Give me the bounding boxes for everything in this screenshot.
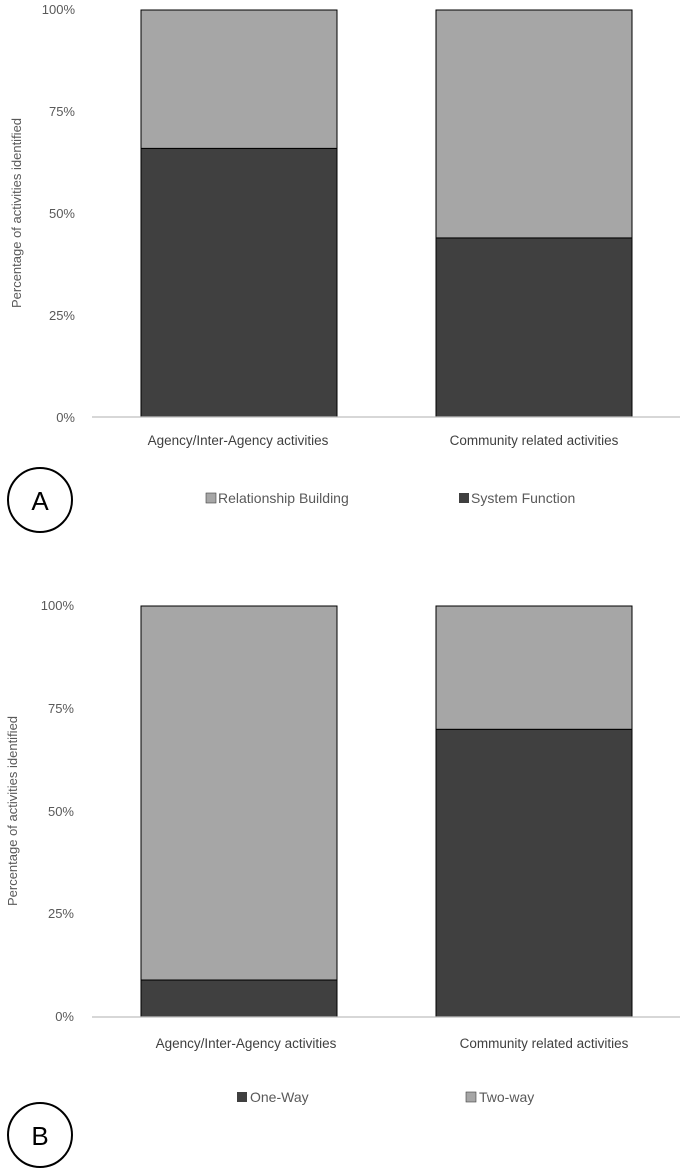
legend-swatch-system-function <box>459 493 469 503</box>
legend-label-system-function: System Function <box>471 490 575 506</box>
panel-badge-b: B <box>7 1102 73 1168</box>
x-category-a-2: Community related activities <box>450 433 619 448</box>
y-tick-b-100: 100% <box>41 598 75 613</box>
legend-swatch-two-way <box>465 1091 477 1103</box>
y-axis-label-b: Percentage of activities identified <box>5 716 20 906</box>
bar-b-one-way-2 <box>435 728 633 1018</box>
panel-label-b: B <box>31 1121 48 1151</box>
y-tick-b-25: 25% <box>48 906 74 921</box>
legend-a: Relationship Building System Function <box>205 490 575 506</box>
x-category-a-1: Agency/Inter-Agency activities <box>148 433 329 448</box>
y-tick-a-0: 0% <box>56 410 75 425</box>
chart-b: Percentage of activities identified 100%… <box>5 598 680 1168</box>
y-tick-a-25: 25% <box>49 308 75 323</box>
bar-a-relationship-building-1 <box>140 9 338 149</box>
panel-label-a: A <box>31 486 49 516</box>
bars-a <box>140 9 633 418</box>
x-category-b-1: Agency/Inter-Agency activities <box>156 1036 337 1051</box>
legend-swatch-one-way <box>237 1092 247 1102</box>
legend-label-relationship-building: Relationship Building <box>218 490 349 506</box>
bar-b-two-way-2 <box>435 605 633 730</box>
legend-label-two-way: Two-way <box>479 1089 534 1105</box>
bars-b <box>140 605 633 1018</box>
chart-a: Percentage of activities identified 100%… <box>7 2 680 533</box>
legend-swatch-relationship-building <box>205 492 217 504</box>
y-tick-a-50: 50% <box>49 206 75 221</box>
bar-a-relationship-building-2 <box>435 9 633 239</box>
legend-b: One-Way Two-way <box>237 1089 534 1105</box>
y-axis-label-a: Percentage of activities identified <box>9 118 24 308</box>
y-tick-a-75: 75% <box>49 104 75 119</box>
bar-b-one-way-1 <box>140 979 338 1018</box>
panel-badge-a: A <box>7 467 73 533</box>
y-tick-b-50: 50% <box>48 804 74 819</box>
bar-b-two-way-1 <box>140 605 338 981</box>
bar-a-system-function-2 <box>435 237 633 418</box>
y-tick-a-100: 100% <box>42 2 76 17</box>
x-category-b-2: Community related activities <box>460 1036 629 1051</box>
bar-a-system-function-1 <box>140 147 338 418</box>
legend-label-one-way: One-Way <box>250 1089 309 1105</box>
y-tick-b-0: 0% <box>55 1009 74 1024</box>
y-tick-b-75: 75% <box>48 701 74 716</box>
